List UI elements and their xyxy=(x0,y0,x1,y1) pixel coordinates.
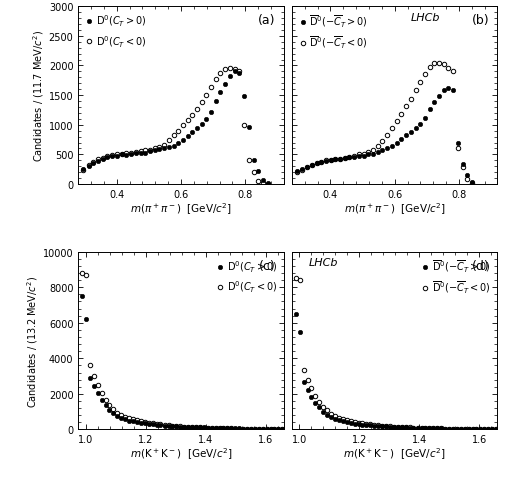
Legend: $\mathrm{D}^0(C_T{>}0)$, $\mathrm{D}^0(C_T{<}0)$: $\mathrm{D}^0(C_T{>}0)$, $\mathrm{D}^0(C… xyxy=(213,256,280,298)
Y-axis label: Candidates / (11.7 MeV/$c^2$): Candidates / (11.7 MeV/$c^2$) xyxy=(31,30,46,162)
Text: (b): (b) xyxy=(472,14,489,27)
X-axis label: $m(\pi^+\pi^-)$  [GeV/$c^2$]: $m(\pi^+\pi^-)$ [GeV/$c^2$] xyxy=(343,201,446,216)
Y-axis label: Candidates / (13.2 MeV/$c^2$): Candidates / (13.2 MeV/$c^2$) xyxy=(25,275,40,407)
Legend: $\mathrm{D}^0(C_T{>}0)$, $\mathrm{D}^0(C_T{<}0)$: $\mathrm{D}^0(C_T{>}0)$, $\mathrm{D}^0(C… xyxy=(82,11,149,52)
X-axis label: $m(\mathrm{K}^+\mathrm{K}^-)$  [GeV/$c^2$]: $m(\mathrm{K}^+\mathrm{K}^-)$ [GeV/$c^2$… xyxy=(130,446,232,461)
Legend: $\overline{\mathrm{D}}^0(-\overline{C}_T{>}0)$, $\overline{\mathrm{D}}^0(-\overl: $\overline{\mathrm{D}}^0(-\overline{C}_T… xyxy=(418,256,493,299)
Legend: $\overline{\mathrm{D}}^0(-\overline{C}_T{>}0)$, $\overline{\mathrm{D}}^0(-\overl: $\overline{\mathrm{D}}^0(-\overline{C}_T… xyxy=(296,11,371,54)
Text: LHCb: LHCb xyxy=(411,12,441,23)
Text: (c): (c) xyxy=(259,259,276,272)
Text: LHCb: LHCb xyxy=(309,257,338,267)
X-axis label: $m(\mathrm{K}^+\mathrm{K}^-)$  [GeV/$c^2$]: $m(\mathrm{K}^+\mathrm{K}^-)$ [GeV/$c^2$… xyxy=(343,446,446,461)
Text: (d): (d) xyxy=(472,259,489,272)
X-axis label: $m(\pi^+\pi^-)$  [GeV/$c^2$]: $m(\pi^+\pi^-)$ [GeV/$c^2$] xyxy=(130,201,232,216)
Text: (a): (a) xyxy=(258,14,276,27)
